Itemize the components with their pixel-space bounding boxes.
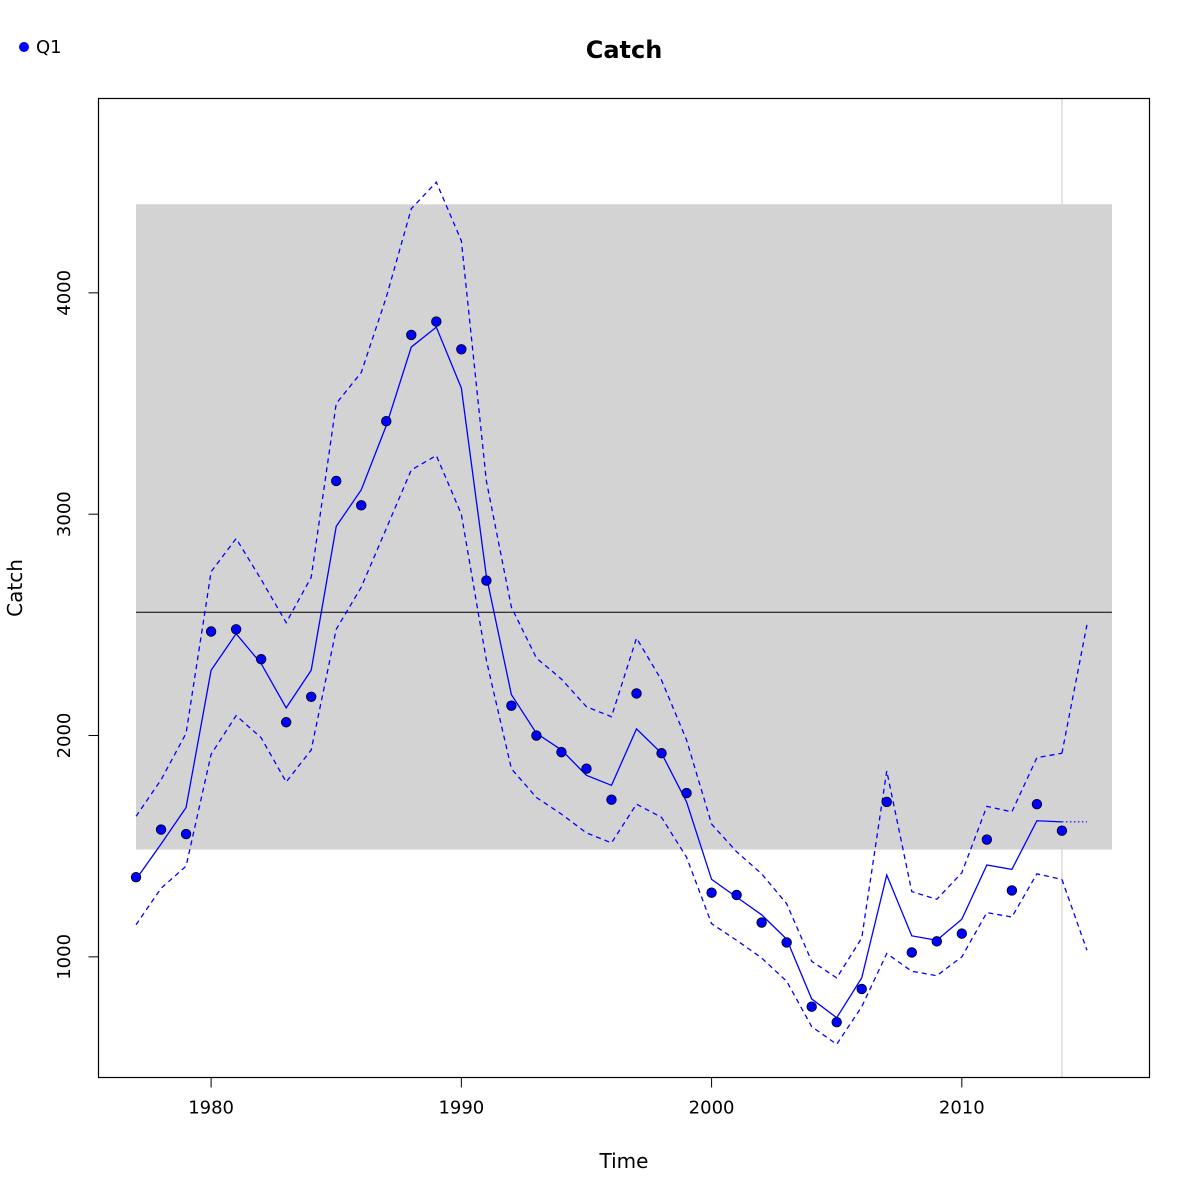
data-point [931,936,942,947]
data-point [230,624,242,635]
series-line-lower [135,454,1063,1046]
series-line-fit [135,326,1062,1019]
x-axis: 1980 1990 2000 2010 [188,1077,985,1119]
data-point [255,653,267,665]
legend-marker-q1 [19,42,29,52]
data-point [756,917,767,928]
series-line-forecast-upper [1061,624,1088,754]
data-point [556,746,567,758]
data-point [1031,798,1043,810]
x-axis-label: Time [599,1149,649,1173]
data-point [306,691,317,702]
data-point [631,688,642,699]
data-point [331,475,342,487]
data-point [1006,885,1018,896]
y-tick-label: 2000 [54,713,75,759]
y-axis-label: Catch [3,559,27,617]
series-line-forecast-lower [1061,879,1088,951]
plot-area [130,98,1112,1078]
x-tick-label: 1980 [188,1098,234,1119]
data-point [656,748,667,759]
data-point [681,787,692,799]
legend: Q1 [19,37,62,58]
y-axis: 1000 2000 3000 4000 [54,270,99,980]
data-point [981,834,993,845]
data-point [431,316,442,327]
legend-label-q1: Q1 [36,37,62,58]
x-tick-label: 2000 [689,1098,735,1119]
data-point [906,947,917,958]
data-point [881,796,892,808]
data-point [731,889,742,901]
data-point [481,575,492,586]
data-point [381,416,392,427]
data-point [155,824,167,835]
chart-title: Catch [586,36,663,64]
plot-frame [97,97,1151,1079]
data-point [130,871,142,883]
x-tick-label: 1990 [438,1098,484,1119]
x-tick-label: 2010 [939,1098,985,1119]
data-point [506,700,517,711]
data-point [781,937,792,948]
data-point [406,329,417,341]
y-tick-label: 4000 [54,270,75,316]
data-point [856,983,867,995]
data-point [205,626,217,637]
data-point [581,763,592,774]
y-tick-label: 1000 [54,934,75,980]
data-point [706,887,717,898]
data-point [456,344,467,355]
data-point [1056,825,1068,836]
data-point [356,500,367,511]
data-point [606,794,617,805]
data-point [806,1001,817,1012]
data-point [831,1016,842,1028]
data-point [180,828,192,840]
reference-band [136,204,1112,850]
y-tick-label: 3000 [54,491,75,537]
data-point [956,928,968,939]
data-point [280,717,292,728]
data-point [531,730,542,741]
series-line-upper [135,181,1063,979]
